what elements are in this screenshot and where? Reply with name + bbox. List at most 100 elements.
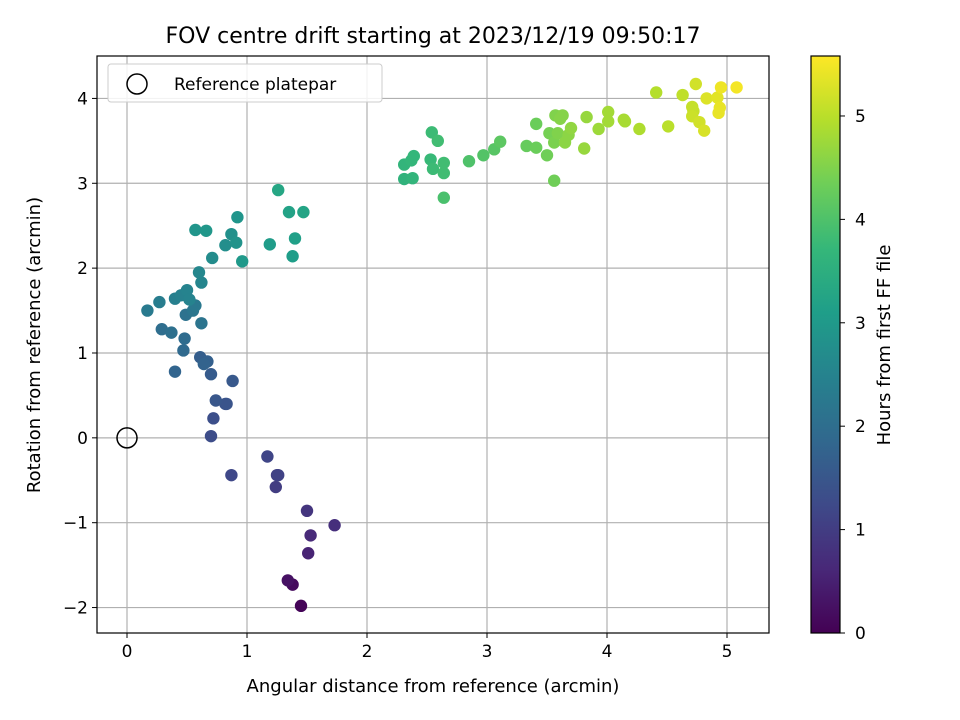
data-point xyxy=(551,127,564,140)
data-point xyxy=(281,574,294,587)
data-point xyxy=(183,293,196,306)
data-point xyxy=(282,205,296,219)
x-tick-label: 5 xyxy=(722,642,733,662)
data-point xyxy=(556,109,569,122)
data-point xyxy=(698,124,711,137)
data-point xyxy=(263,238,276,251)
data-point xyxy=(272,468,285,482)
data-point xyxy=(592,122,605,136)
data-point xyxy=(286,250,299,263)
data-point xyxy=(407,149,420,163)
data-point xyxy=(633,122,646,136)
data-point xyxy=(236,255,249,268)
data-point xyxy=(426,162,440,176)
colorbar-tick-label: 3 xyxy=(855,314,866,334)
y-tick-label: 4 xyxy=(77,89,88,109)
y-tick-label: 0 xyxy=(77,429,88,449)
data-point xyxy=(431,134,444,148)
data-point xyxy=(700,92,713,105)
data-point xyxy=(204,429,218,443)
data-point xyxy=(189,223,202,237)
data-point xyxy=(477,149,490,162)
data-point xyxy=(195,276,208,289)
data-point xyxy=(261,450,274,463)
data-point xyxy=(225,468,238,482)
data-point xyxy=(155,323,168,336)
data-point xyxy=(494,135,507,148)
y-tick-label: −2 xyxy=(63,599,88,619)
plot-area: 0 1 2 3 4 5 −2 −1 0 1 2 3 4 xyxy=(63,55,770,662)
data-point xyxy=(294,599,308,613)
colorbar-tick-label: 4 xyxy=(855,210,866,230)
data-point xyxy=(165,326,178,339)
data-point xyxy=(269,480,282,494)
data-point xyxy=(141,304,154,317)
data-point xyxy=(662,120,675,133)
data-point xyxy=(226,374,239,388)
data-point xyxy=(192,266,206,279)
colorbar-label: Hours from first FF file xyxy=(874,245,895,446)
data-point xyxy=(406,171,419,185)
data-point xyxy=(711,91,724,104)
colorbar-gradient xyxy=(810,55,841,634)
data-point xyxy=(153,295,166,309)
data-point xyxy=(712,106,725,120)
data-point xyxy=(180,283,194,297)
data-point xyxy=(548,136,561,149)
data-point xyxy=(580,110,593,124)
data-point xyxy=(530,141,543,154)
data-point xyxy=(207,412,220,425)
data-point xyxy=(530,117,543,131)
data-point xyxy=(231,211,244,224)
legend-box xyxy=(107,63,383,103)
chart-title: FOV centre drift starting at 2023/12/19 … xyxy=(166,24,701,49)
data-point xyxy=(304,529,317,542)
x-axis-label: Angular distance from reference (arcmin) xyxy=(247,676,620,697)
data-point xyxy=(676,88,689,102)
data-point xyxy=(328,519,341,532)
colorbar-tick-label: 1 xyxy=(855,521,866,541)
data-point xyxy=(564,121,578,135)
data-point xyxy=(520,139,533,153)
data-point xyxy=(602,115,615,128)
data-point xyxy=(437,156,450,170)
data-point xyxy=(540,149,554,162)
y-tick-label: 1 xyxy=(77,344,88,364)
data-point xyxy=(730,81,743,94)
data-point xyxy=(204,367,218,381)
colorbar-tick-label: 5 xyxy=(855,107,866,127)
legend: Reference platepar xyxy=(107,63,383,103)
data-point xyxy=(219,239,232,252)
x-tick-label: 1 xyxy=(242,642,253,662)
legend-entry-reference: Reference platepar xyxy=(174,75,336,95)
data-point xyxy=(302,547,315,560)
data-point xyxy=(437,166,450,180)
data-point xyxy=(650,86,663,99)
colorbar-tick-label: 0 xyxy=(855,624,866,644)
data-point xyxy=(177,344,190,357)
data-point xyxy=(424,153,437,166)
x-tick-label: 3 xyxy=(482,642,493,662)
plot-frame xyxy=(96,55,770,634)
data-point xyxy=(230,236,243,249)
data-point xyxy=(220,397,233,411)
data-point xyxy=(437,191,450,204)
x-tick-label: 4 xyxy=(602,642,613,662)
colorbar: 0 1 2 3 4 5 xyxy=(810,55,866,644)
y-tick-label: −1 xyxy=(63,514,88,534)
data-point xyxy=(297,205,310,219)
colorbar-tick-label: 2 xyxy=(855,417,866,437)
data-point xyxy=(602,105,615,119)
data-point xyxy=(197,357,210,371)
y-tick-label: 3 xyxy=(77,174,88,194)
data-point xyxy=(206,251,219,265)
reference-point-marker xyxy=(116,427,138,449)
data-point xyxy=(714,81,728,94)
data-point xyxy=(168,365,182,378)
data-point xyxy=(578,142,591,155)
data-point xyxy=(689,77,702,91)
data-point xyxy=(272,183,285,197)
data-point xyxy=(178,332,191,345)
x-tick-label: 0 xyxy=(122,642,133,662)
data-point xyxy=(288,232,302,245)
